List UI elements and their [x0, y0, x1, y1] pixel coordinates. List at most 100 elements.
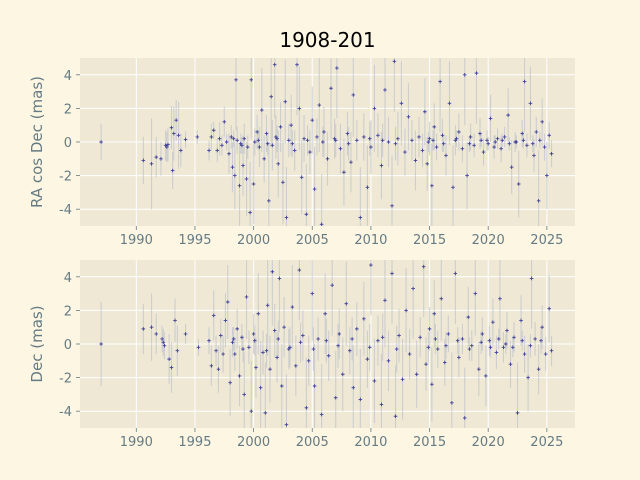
data-point-marker [358, 397, 363, 402]
data-point-marker [538, 138, 542, 143]
data-point-marker [495, 136, 500, 141]
data-point-marker [173, 318, 177, 323]
data-point-marker [290, 305, 295, 309]
data-point-marker [252, 140, 257, 144]
data-point-marker [525, 143, 529, 148]
data-point-marker [258, 385, 263, 390]
data-point-marker [462, 73, 467, 77]
axes-panel-2: 1990 1995 2000 2005 2010 2015 2020 2025 -4 -2 0 2 4 D… [28, 260, 575, 450]
data-point-marker [421, 264, 426, 269]
data-point-marker [521, 138, 526, 143]
data-point-marker [539, 338, 543, 343]
x-tick-label: 2025 [530, 233, 563, 248]
data-point-marker [431, 138, 435, 143]
data-point-marker [215, 148, 220, 153]
data-point-marker [337, 332, 342, 336]
data-point-marker [275, 136, 279, 141]
data-point-marker [516, 182, 521, 186]
y-tick-label: 2 [64, 102, 72, 117]
data-point-marker [403, 150, 407, 154]
data-point-marker [227, 151, 231, 156]
data-point-marker [216, 367, 221, 371]
data-point-marker [413, 158, 418, 163]
data-point-marker [237, 183, 242, 188]
data-point-marker [534, 130, 539, 134]
data-point-marker [183, 332, 188, 336]
data-point-marker [172, 131, 176, 136]
data-point-marker [299, 175, 304, 180]
data-point-marker [240, 143, 244, 148]
data-point-marker [255, 130, 259, 134]
data-point-marker [383, 298, 387, 303]
data-point-marker [503, 342, 508, 346]
data-point-marker [460, 146, 465, 151]
data-point-marker [481, 150, 486, 154]
y-tick-label: -2 [59, 170, 72, 185]
data-point-marker [264, 131, 269, 136]
data-point-marker [165, 145, 169, 149]
data-point-marker [267, 199, 271, 203]
data-point-marker [272, 328, 277, 333]
data-point-marker [279, 384, 284, 388]
data-point-marker [312, 187, 317, 191]
data-point-marker [514, 140, 519, 144]
data-point-marker [249, 78, 254, 82]
data-point-marker [365, 185, 370, 190]
data-point-marker [444, 343, 448, 348]
data-point-marker [289, 123, 293, 127]
y-axis-label: RA cos Dec (mas) [28, 76, 46, 208]
data-point-marker [249, 409, 254, 413]
data-point-marker [386, 359, 391, 363]
data-point-marker [485, 138, 489, 143]
data-point-marker [297, 106, 302, 111]
data-point-marker [322, 130, 326, 134]
data-point-marker [376, 338, 380, 343]
data-point-marker [269, 94, 273, 99]
data-point-marker [536, 199, 541, 203]
data-point-marker [547, 306, 551, 311]
data-point-marker [444, 153, 448, 158]
data-point-marker [223, 318, 228, 323]
data-point-marker [294, 364, 298, 368]
data-point-marker [209, 364, 214, 368]
chart-title: 1908-201 [279, 28, 376, 52]
data-point-marker [302, 136, 306, 141]
data-point-marker [305, 138, 310, 143]
data-point-marker [265, 141, 270, 146]
data-point-marker [390, 271, 394, 276]
data-point-marker [224, 140, 229, 144]
data-point-marker [257, 145, 262, 149]
data-point-marker [231, 337, 236, 341]
data-point-marker [272, 62, 277, 67]
data-point-marker [439, 296, 444, 301]
data-point-marker [311, 347, 316, 351]
data-point-marker [465, 173, 469, 178]
data-point-marker [505, 328, 509, 333]
data-point-marker [442, 360, 447, 365]
data-point-marker [351, 93, 356, 97]
data-point-marker [446, 332, 451, 336]
data-point-marker [350, 337, 354, 341]
data-point-marker [262, 157, 266, 161]
data-point-marker [418, 335, 422, 340]
data-point-marker [321, 140, 325, 144]
data-point-marker [225, 300, 230, 304]
data-point-marker [270, 269, 275, 274]
data-point-marker [167, 357, 171, 361]
data-point-marker [496, 337, 501, 341]
data-point-marker [426, 140, 431, 144]
data-point-marker [508, 362, 513, 366]
data-point-marker [235, 138, 239, 143]
y-tick-label: 2 [64, 304, 72, 319]
data-point-marker [383, 88, 387, 92]
data-point-marker [474, 71, 479, 75]
data-point-marker [543, 352, 548, 356]
data-point-marker [425, 162, 430, 166]
data-point-marker [295, 62, 299, 67]
data-point-marker [346, 141, 351, 146]
data-point-marker [244, 177, 249, 181]
data-point-marker [512, 335, 516, 340]
data-point-marker [278, 125, 283, 129]
x-tick-label: 2005 [296, 435, 329, 450]
data-point-marker [533, 337, 537, 341]
